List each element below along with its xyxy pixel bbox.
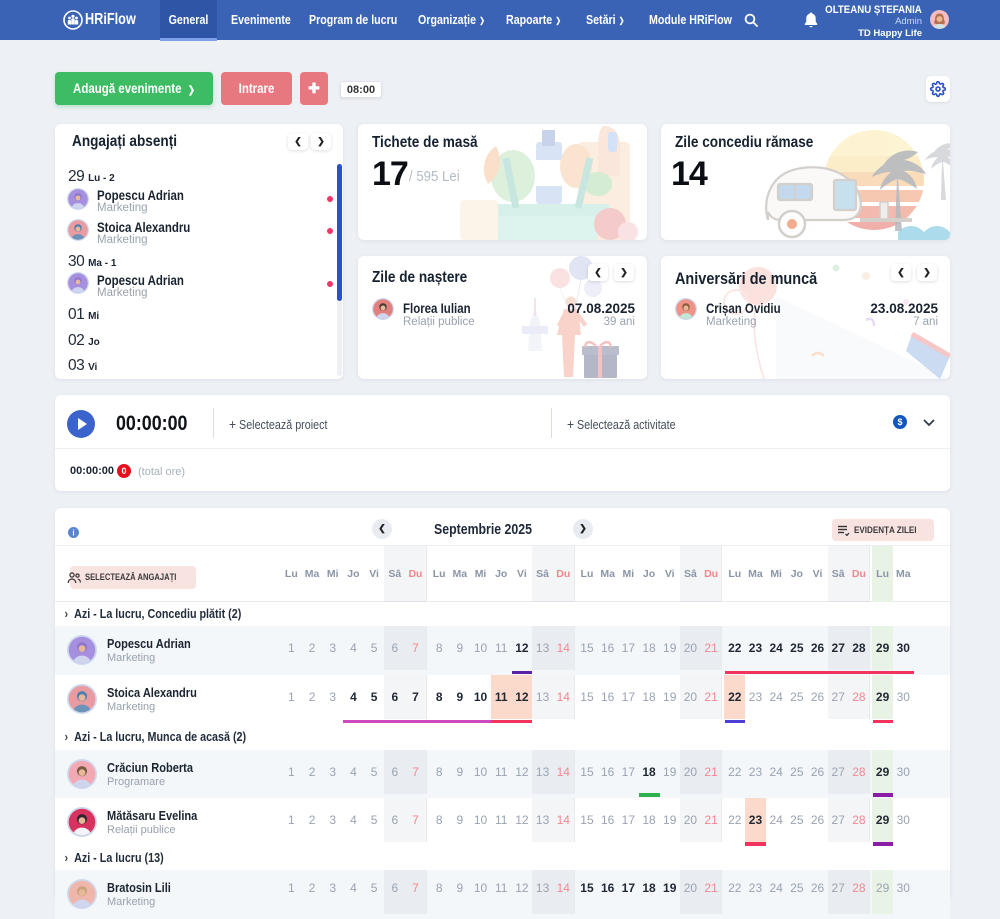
svg-text:i: i (72, 528, 74, 537)
svg-text:$: $ (897, 417, 902, 427)
